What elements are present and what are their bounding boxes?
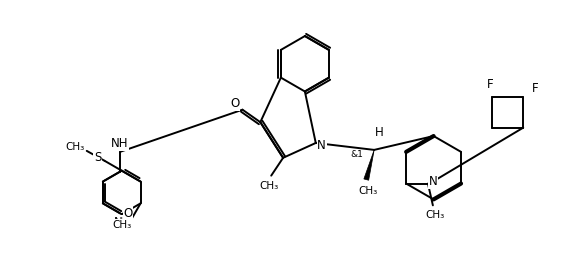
Text: CH₃: CH₃ — [112, 220, 132, 230]
Text: O: O — [123, 207, 133, 220]
Text: S: S — [94, 151, 101, 164]
Text: &1: &1 — [350, 150, 363, 159]
Polygon shape — [364, 150, 374, 180]
Text: F: F — [487, 78, 494, 92]
Text: H: H — [375, 126, 384, 139]
Text: CH₃: CH₃ — [260, 181, 279, 191]
Text: F: F — [532, 83, 538, 95]
Text: CH₃: CH₃ — [359, 186, 378, 196]
Text: O: O — [230, 97, 239, 110]
Text: NH: NH — [114, 216, 132, 229]
Text: CH₃: CH₃ — [66, 142, 84, 152]
Text: N: N — [428, 175, 437, 188]
Text: CH₃: CH₃ — [425, 210, 445, 220]
Text: N: N — [317, 140, 326, 152]
Text: NH: NH — [111, 138, 129, 150]
